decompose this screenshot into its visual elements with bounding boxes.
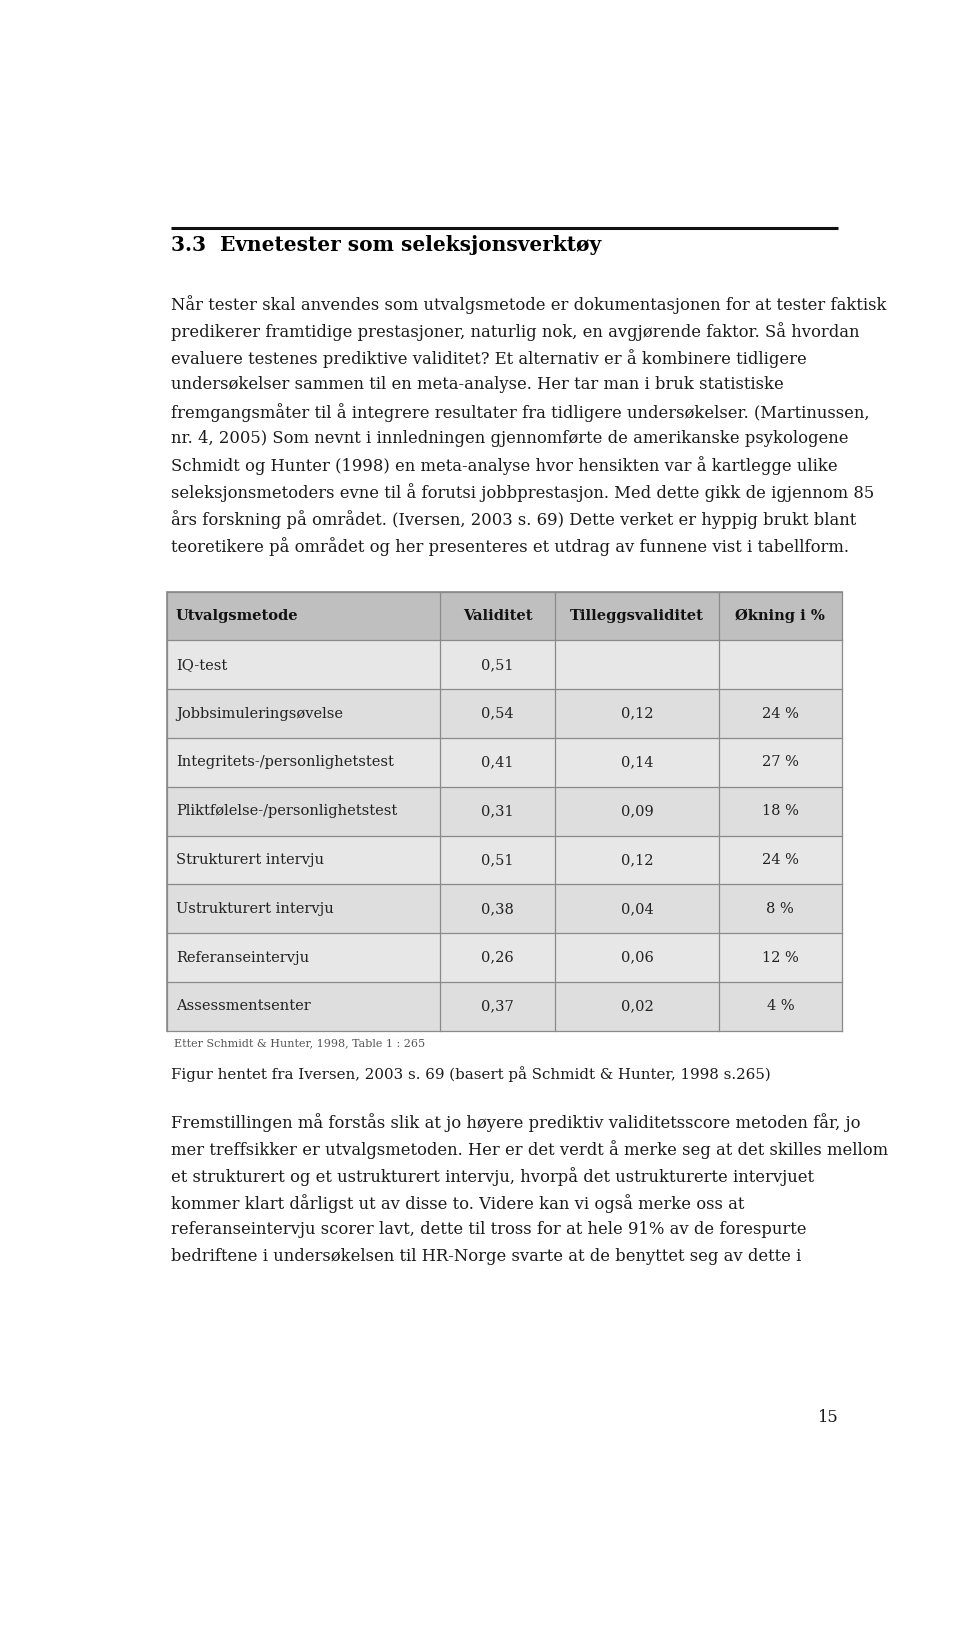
Text: Validitet: Validitet	[463, 609, 532, 622]
Text: fremgangsmåter til å integrere resultater fra tidligere undersøkelser. (Martinus: fremgangsmåter til å integrere resultate…	[171, 403, 869, 421]
Text: et strukturert og et ustrukturert intervju, hvorpå det ustrukturerte intervjuet: et strukturert og et ustrukturert interv…	[171, 1167, 813, 1186]
FancyBboxPatch shape	[167, 592, 842, 1030]
Text: 0,41: 0,41	[481, 756, 514, 770]
Text: Assessmentsenter: Assessmentsenter	[176, 999, 310, 1014]
Text: evaluere testenes prediktive validitet? Et alternativ er å kombinere tidligere: evaluere testenes prediktive validitet? …	[171, 349, 806, 367]
Text: Ustrukturert intervju: Ustrukturert intervju	[176, 902, 333, 916]
Text: 24 %: 24 %	[762, 707, 799, 720]
Text: nr. 4, 2005) Som nevnt i innledningen gjennomførte de amerikanske psykologene: nr. 4, 2005) Som nevnt i innledningen gj…	[171, 429, 848, 447]
Text: referanseintervju scorer lavt, dette til tross for at hele 91% av de forespurte: referanseintervju scorer lavt, dette til…	[171, 1220, 806, 1238]
Text: 24 %: 24 %	[762, 853, 799, 868]
Text: 0,37: 0,37	[481, 999, 514, 1014]
Text: 0,51: 0,51	[481, 853, 514, 868]
Text: Tilleggsvaliditet: Tilleggsvaliditet	[570, 609, 704, 622]
FancyBboxPatch shape	[167, 689, 842, 738]
Text: 0,06: 0,06	[621, 951, 654, 965]
Text: predikerer framtidige prestasjoner, naturlig nok, en avgjørende faktor. Så hvord: predikerer framtidige prestasjoner, natu…	[171, 322, 859, 341]
Text: kommer klart dårligst ut av disse to. Videre kan vi også merke oss at: kommer klart dårligst ut av disse to. Vi…	[171, 1194, 744, 1212]
Text: Jobbsimuleringsøvelse: Jobbsimuleringsøvelse	[176, 707, 343, 720]
FancyBboxPatch shape	[167, 640, 842, 689]
Text: Pliktfølelse-/personlighetstest: Pliktfølelse-/personlighetstest	[176, 804, 397, 819]
Text: 8 %: 8 %	[766, 902, 794, 916]
Text: 0,14: 0,14	[621, 756, 654, 770]
Text: 3.3  Evnetester som seleksjonsverktøy: 3.3 Evnetester som seleksjonsverktøy	[171, 236, 601, 255]
Text: 0,12: 0,12	[621, 707, 654, 720]
Text: Utvalgsmetode: Utvalgsmetode	[176, 609, 299, 622]
Text: seleksjonsmetoders evne til å forutsi jobbprestasjon. Med dette gikk de igjennom: seleksjonsmetoders evne til å forutsi jo…	[171, 483, 874, 502]
Text: teoretikere på området og her presenteres et utdrag av funnene vist i tabellform: teoretikere på området og her presentere…	[171, 538, 849, 556]
Text: Etter Schmidt & Hunter, 1998, Table 1 : 265: Etter Schmidt & Hunter, 1998, Table 1 : …	[175, 1038, 425, 1048]
FancyBboxPatch shape	[167, 786, 842, 835]
Text: Schmidt og Hunter (1998) en meta-analyse hvor hensikten var å kartlegge ulike: Schmidt og Hunter (1998) en meta-analyse…	[171, 457, 837, 476]
FancyBboxPatch shape	[167, 835, 842, 884]
Text: 0,51: 0,51	[481, 658, 514, 671]
Text: Når tester skal anvendes som utvalgsmetode er dokumentasjonen for at tester fakt: Når tester skal anvendes som utvalgsmeto…	[171, 296, 886, 314]
Text: bedriftene i undersøkelsen til HR-Norge svarte at de benyttet seg av dette i: bedriftene i undersøkelsen til HR-Norge …	[171, 1248, 801, 1264]
Text: undersøkelser sammen til en meta-analyse. Her tar man i bruk statistiske: undersøkelser sammen til en meta-analyse…	[171, 375, 783, 393]
Text: Figur hentet fra Iversen, 2003 s. 69 (basert på Schmidt & Hunter, 1998 s.265): Figur hentet fra Iversen, 2003 s. 69 (ba…	[171, 1066, 770, 1082]
Text: 15: 15	[817, 1409, 838, 1427]
Text: Referanseintervju: Referanseintervju	[176, 951, 309, 965]
FancyBboxPatch shape	[167, 933, 842, 981]
FancyBboxPatch shape	[167, 982, 842, 1030]
Text: 0,31: 0,31	[481, 804, 514, 819]
Text: 0,09: 0,09	[621, 804, 654, 819]
Text: IQ-test: IQ-test	[176, 658, 228, 671]
Text: Integritets-/personlighetstest: Integritets-/personlighetstest	[176, 756, 394, 770]
Text: Fremstillingen må forstås slik at jo høyere prediktiv validitetsscore metoden få: Fremstillingen må forstås slik at jo høy…	[171, 1113, 860, 1133]
Text: 0,26: 0,26	[481, 951, 514, 965]
Text: 4 %: 4 %	[766, 999, 794, 1014]
FancyBboxPatch shape	[167, 884, 842, 933]
Text: 27 %: 27 %	[762, 756, 799, 770]
Text: 0,38: 0,38	[481, 902, 514, 916]
Text: Økning i %: Økning i %	[735, 609, 826, 624]
Text: 0,12: 0,12	[621, 853, 654, 868]
Text: 0,04: 0,04	[621, 902, 654, 916]
Text: års forskning på området. (Iversen, 2003 s. 69) Dette verket er hyppig brukt bla: års forskning på området. (Iversen, 2003…	[171, 510, 856, 530]
FancyBboxPatch shape	[167, 738, 842, 786]
FancyBboxPatch shape	[167, 592, 842, 640]
Text: 12 %: 12 %	[762, 951, 799, 965]
Text: 0,02: 0,02	[621, 999, 654, 1014]
Text: mer treffsikker er utvalgsmetoden. Her er det verdt å merke seg at det skilles m: mer treffsikker er utvalgsmetoden. Her e…	[171, 1141, 888, 1159]
Text: Strukturert intervju: Strukturert intervju	[176, 853, 324, 868]
Text: 18 %: 18 %	[762, 804, 799, 819]
Text: 0,54: 0,54	[481, 707, 514, 720]
